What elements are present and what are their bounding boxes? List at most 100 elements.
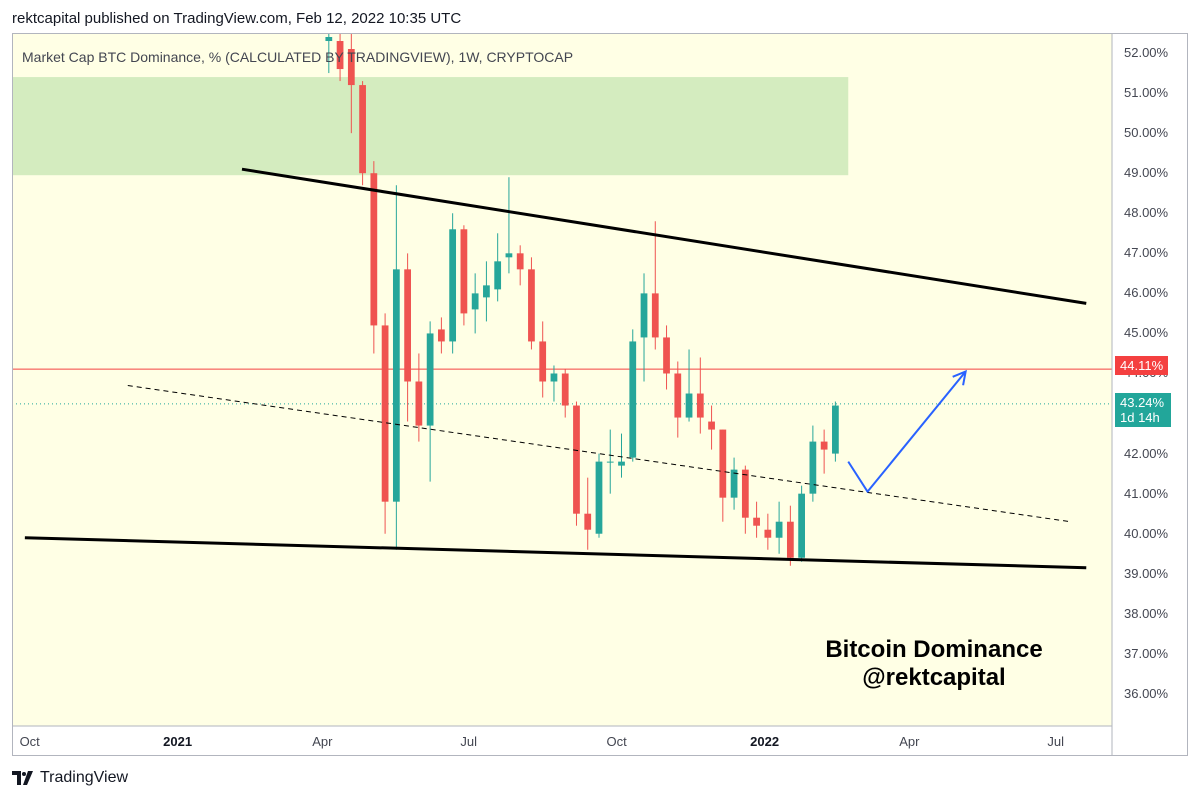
candle	[685, 349, 693, 422]
candle	[764, 513, 772, 550]
candle-body	[696, 393, 704, 418]
candle	[708, 405, 715, 450]
candle-body	[719, 429, 727, 498]
candle	[404, 253, 411, 422]
candle-body	[832, 405, 839, 454]
candle	[528, 257, 535, 350]
candle	[561, 369, 569, 418]
candle-body	[809, 441, 817, 494]
candle	[606, 429, 614, 494]
chart-watermark: Bitcoin Dominance @rektcapital	[822, 636, 1046, 692]
watermark-title: Bitcoin Dominance	[825, 636, 1043, 663]
candle-body	[663, 337, 670, 374]
candle-body	[629, 341, 637, 458]
candle	[595, 453, 603, 538]
candle	[730, 457, 738, 510]
candle-body	[539, 341, 547, 382]
candle	[674, 361, 682, 438]
candle	[483, 261, 490, 322]
price-tick-label: 49.00%	[1124, 165, 1169, 181]
candle	[573, 401, 580, 526]
candle	[640, 273, 648, 382]
candle-body	[550, 373, 558, 382]
trendlines-layer	[24, 167, 1087, 570]
candle-body	[359, 85, 366, 174]
candle-body	[449, 229, 457, 342]
candle	[798, 485, 805, 562]
candle-body	[640, 293, 648, 338]
price-tick-label: 50.00%	[1124, 125, 1169, 141]
candle-body	[494, 261, 502, 290]
price-tick-label: 52.00%	[1124, 45, 1169, 61]
price-tick-label: 40.00%	[1124, 525, 1169, 541]
levels-layer	[12, 368, 1112, 405]
candle-body	[471, 293, 479, 310]
candle-body	[347, 49, 355, 86]
current-price-value: 43.24%	[1120, 395, 1165, 410]
chart-legend: Market Cap BTC Dominance, % (CALCULATED …	[22, 49, 574, 65]
candle-body	[730, 469, 738, 498]
price-tick-label: 42.00%	[1124, 445, 1169, 461]
bar-countdown: 1d 14h	[1120, 410, 1160, 425]
candle	[629, 329, 637, 462]
candle	[347, 33, 355, 134]
candle	[820, 429, 828, 474]
tradingview-brand-text: TradingView	[40, 769, 129, 786]
candle-body	[753, 517, 760, 526]
candle	[584, 477, 592, 550]
candle-body	[415, 381, 423, 426]
candle-body	[820, 441, 828, 450]
time-tick-label: 2022	[750, 734, 780, 749]
candle-body	[775, 521, 783, 538]
lower-trendline	[24, 536, 1087, 570]
time-tick-label: Oct	[606, 734, 627, 749]
candle	[786, 505, 794, 566]
candle	[359, 81, 366, 186]
mid-trendline	[127, 385, 1071, 523]
candle	[460, 225, 468, 326]
candle-body	[584, 513, 592, 530]
projection-arrowhead	[952, 369, 967, 386]
candle	[471, 273, 479, 334]
candle-body	[325, 37, 333, 42]
candle	[505, 177, 513, 274]
candle	[775, 501, 783, 554]
price-tick-label: 39.00%	[1124, 565, 1169, 581]
candle	[336, 33, 344, 82]
candle	[449, 213, 457, 354]
projection-path	[847, 370, 967, 493]
candle	[696, 357, 704, 434]
time-tick-label: Jul	[460, 734, 478, 749]
candle	[809, 425, 817, 502]
candle-body	[573, 405, 580, 514]
candle	[663, 325, 670, 390]
tradingview-branding[interactable]: TradingView	[12, 769, 128, 787]
candle	[325, 33, 333, 74]
candle-body	[674, 373, 682, 418]
candle-body	[651, 293, 659, 338]
candle-body	[606, 461, 614, 463]
candle	[741, 465, 749, 534]
candle	[516, 245, 524, 286]
watermark-handle: @rektcapital	[862, 664, 1006, 691]
candle	[392, 185, 400, 550]
price-tick-label: 46.00%	[1124, 285, 1169, 301]
candle	[381, 313, 389, 534]
supply-zone	[12, 77, 849, 176]
price-tick-label: 48.00%	[1124, 205, 1169, 221]
candle-body	[764, 529, 772, 538]
candle-body	[392, 269, 400, 502]
upper-trendline	[241, 167, 1087, 305]
price-tick-label: 45.00%	[1124, 325, 1169, 341]
candle-body	[483, 285, 490, 298]
candle-body	[336, 41, 344, 70]
candle	[494, 233, 502, 302]
published-header: rektcapital published on TradingView.com…	[12, 10, 462, 27]
candle-body	[426, 333, 434, 426]
candle-body	[798, 493, 805, 558]
price-tick-label: 41.00%	[1124, 485, 1169, 501]
candle	[651, 221, 659, 350]
time-tick-label: Oct	[19, 734, 40, 749]
candle-body	[685, 393, 693, 418]
